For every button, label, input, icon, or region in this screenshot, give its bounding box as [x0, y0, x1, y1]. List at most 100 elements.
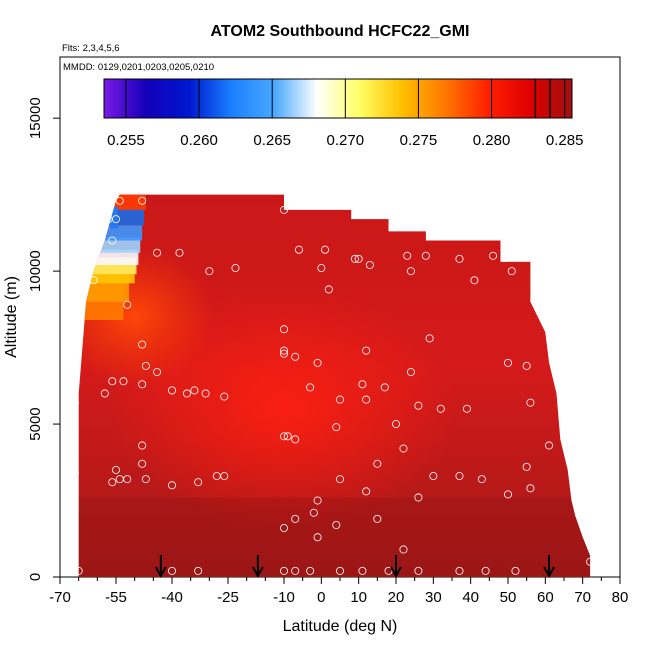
observation-point [403, 251, 412, 260]
observation-point [138, 459, 147, 468]
observation-point [279, 524, 289, 533]
observation-point [115, 475, 124, 484]
observation-point [406, 267, 415, 276]
colorbar-tick-label: 0.280 [473, 132, 511, 149]
observation-point [414, 401, 423, 410]
curtain-edge-band [78, 194, 146, 210]
observation-point [380, 383, 389, 392]
observation-point [291, 435, 300, 444]
observation-point [362, 395, 371, 404]
y-tick-label: 15000 [27, 97, 44, 139]
observation-point [141, 475, 150, 484]
observation-point [283, 432, 292, 441]
observation-point [279, 346, 289, 355]
x-tick-label: 60 [537, 589, 554, 606]
colorbar: 0.255 0.260 0.265 0.270 0.275 0.280 0.285 [103, 78, 584, 149]
observation-point [414, 566, 423, 575]
y-tick-label: 10000 [27, 250, 44, 292]
observation-point [190, 386, 199, 395]
observation-point [321, 245, 330, 254]
x-tick-label: 50 [500, 589, 517, 606]
x-tick-label: 10 [350, 589, 367, 606]
observation-point [194, 478, 203, 487]
observation-point [153, 368, 162, 377]
observation-point [108, 377, 117, 386]
observation-point [138, 380, 147, 389]
observation-point [335, 566, 345, 575]
observation-point [414, 493, 423, 502]
observation-point [279, 205, 289, 214]
observation-point [503, 358, 513, 367]
observation-point [313, 533, 322, 542]
observation-point [362, 346, 371, 355]
colorbar-tick-label: 0.285 [546, 132, 584, 149]
y-axis-label: Altitude (m) [3, 276, 20, 358]
observation-point [167, 481, 177, 490]
observation-point [231, 264, 240, 273]
observation-point [455, 472, 464, 481]
observation-point [138, 441, 147, 450]
observation-point [324, 285, 333, 294]
curtain-orange-top-right [508, 246, 531, 262]
arrow-marker [390, 555, 402, 579]
observation-point [201, 389, 210, 398]
colorbar-tick-label: 0.255 [107, 132, 145, 149]
arrow-head [154, 566, 167, 579]
observation-point [522, 462, 531, 471]
observation-point [123, 300, 132, 309]
observation-point [358, 380, 367, 389]
observation-point [70, 398, 79, 407]
observation-point [167, 566, 177, 575]
colorbar-tick-label: 0.265 [253, 132, 291, 149]
chart-subtitle-dates: MMDD: 0129,0201,0203,0205,0210 [63, 62, 214, 73]
observation-point [470, 276, 479, 285]
observation-point [335, 395, 345, 404]
observation-point [425, 334, 434, 343]
observation-point [100, 389, 109, 398]
observation-point [477, 475, 486, 484]
observation-point [545, 441, 554, 450]
arrow-marker [543, 555, 555, 579]
colorbar-tick-label: 0.270 [327, 132, 365, 149]
y-tick-label: 0 [27, 573, 44, 581]
observation-point [354, 254, 363, 263]
observation-point [138, 196, 147, 205]
arrow-marker [251, 555, 264, 579]
x-tick-label: -40 [161, 589, 183, 606]
colorbar-scale [103, 78, 573, 119]
observation-point [279, 566, 289, 575]
observation-point [522, 361, 531, 370]
observation-point [391, 420, 401, 429]
chart-title: ATOM2 Southbound HCFC22_GMI [211, 23, 470, 40]
observation-point [365, 260, 374, 270]
observation-point [481, 566, 490, 575]
observation-point [111, 215, 121, 224]
curtain-blue-spot [110, 206, 118, 229]
observation-point [220, 392, 229, 401]
observation-point [205, 267, 214, 276]
curtain-boundary-layer [78, 497, 591, 577]
observation-point [436, 404, 445, 413]
observation-point [111, 465, 121, 474]
observation-point [220, 472, 229, 481]
observation-point [429, 472, 438, 481]
observation-point [291, 566, 300, 575]
observation-point [526, 484, 535, 493]
observation-point [279, 349, 289, 358]
observation-point [119, 377, 128, 386]
observation-point [373, 459, 382, 468]
observation-point [511, 566, 520, 575]
observation-point [175, 248, 184, 257]
observation-points [70, 196, 595, 575]
observation-point [399, 444, 408, 453]
observation-point [455, 566, 464, 575]
x-tick-label: 0 [317, 589, 325, 606]
observation-point [406, 368, 415, 377]
y-tick-label: 5000 [27, 407, 44, 440]
colorbar-tick-label: 0.260 [180, 132, 218, 149]
observation-point [507, 267, 516, 276]
observation-point [455, 254, 464, 263]
observation-point [373, 514, 382, 523]
observation-point [462, 404, 471, 413]
observation-point [108, 236, 117, 245]
